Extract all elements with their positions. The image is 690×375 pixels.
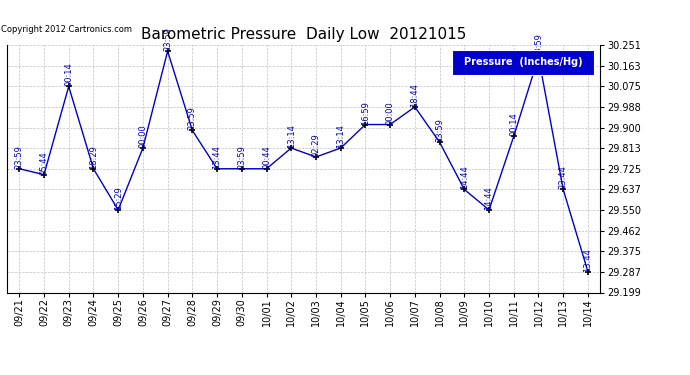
Text: 05:44: 05:44 (39, 151, 48, 175)
Text: 16:59: 16:59 (361, 100, 370, 124)
Text: 13:44: 13:44 (584, 248, 593, 272)
Text: 23:59: 23:59 (237, 145, 246, 169)
Text: 13:14: 13:14 (287, 124, 296, 148)
Text: 00:00: 00:00 (386, 101, 395, 124)
Text: 23:59: 23:59 (534, 33, 543, 57)
Text: Copyright 2012 Cartronics.com: Copyright 2012 Cartronics.com (1, 25, 132, 34)
Text: 15:29: 15:29 (114, 186, 123, 210)
Text: 02:29: 02:29 (311, 133, 320, 157)
Text: 23:59: 23:59 (163, 27, 172, 51)
Title: Barometric Pressure  Daily Low  20121015: Barometric Pressure Daily Low 20121015 (141, 27, 466, 42)
Text: 18:29: 18:29 (89, 145, 98, 169)
Text: 13:44: 13:44 (213, 145, 221, 169)
Text: 14:44: 14:44 (460, 166, 469, 189)
Text: 18:44: 18:44 (411, 83, 420, 107)
Text: 14:44: 14:44 (484, 186, 493, 210)
Text: 23:59: 23:59 (188, 106, 197, 130)
Text: 00:44: 00:44 (262, 145, 271, 169)
Text: 00:00: 00:00 (139, 124, 148, 148)
Text: 00:14: 00:14 (64, 63, 73, 86)
Text: 13:14: 13:14 (336, 124, 345, 148)
Text: 23:44: 23:44 (559, 166, 568, 189)
Text: 23:59: 23:59 (435, 118, 444, 142)
Text: 00:14: 00:14 (509, 112, 518, 136)
Text: 23:59: 23:59 (14, 145, 23, 169)
